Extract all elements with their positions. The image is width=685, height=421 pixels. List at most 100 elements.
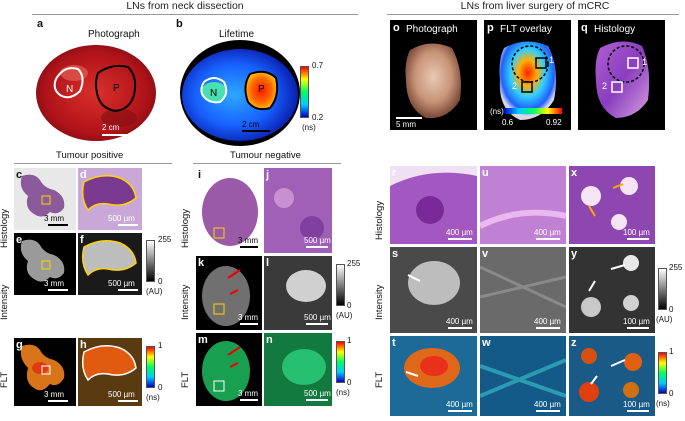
tissue-u [480,166,566,244]
tumour-positive-rule [14,163,172,164]
tissue-x [569,166,655,244]
flt-colorbar-mid [336,341,345,383]
roi-2-label-p: 2 [512,81,518,91]
tissue-l [264,256,332,330]
row-label-intensity-left: Intensity [0,284,10,320]
scalebar-f [118,289,138,291]
scalebar-d-label: 500 µm [108,214,135,223]
panel-letter-l: l [266,257,270,269]
intensity-colorbar-right-min: 0 [669,305,674,314]
roi-1-label-p: 1 [549,55,555,65]
panel-a-photograph: N P 2 cm [34,43,158,142]
panel-b-title: Lifetime [219,29,255,40]
whole-ln-histology [595,41,650,118]
panel-letter-p: p [487,22,494,34]
scalebar-v [536,327,560,329]
scalebar-b [242,130,270,132]
panel-x-histology: x 100 µm [569,166,655,244]
tissue-c [20,174,65,217]
panel-w-flt: w 400 µm [480,336,566,416]
panel-f-intensity: f 500 µm [78,233,142,295]
intensity-colorbar-mid-min: 0 [347,301,352,310]
scalebar-k [240,323,258,325]
row-label-histology-right: Histology [374,200,385,240]
tissue-d [81,175,137,212]
intensity-colorbar-left-unit: (AU) [146,287,163,296]
scalebar-a-label: 2 cm [102,123,120,132]
panel-q-title: Histology [594,24,636,35]
scalebar-u-label: 400 µm [534,228,561,237]
scalebar-o-label: 5 mm [396,120,416,129]
panel-letter-z: z [571,337,577,349]
scalebar-o [396,117,422,119]
flt-colorbar-left-unit: (ns) [146,393,160,402]
flt-overlay-colorbar [504,108,562,114]
roi-2-label-q: 2 [602,81,608,91]
intensity-colorbar-left [146,240,155,282]
flt-colorbar-left [146,346,155,388]
panel-letter-u: u [482,167,489,179]
panel-p-flt-overlay: p FLT overlay 1 2 (ns) 0.6 0.92 [484,20,571,130]
scalebar-n [306,399,328,401]
panel-letter-j: j [266,169,270,181]
panel-e-intensity: e 3 mm [14,233,76,295]
scalebar-j-label: 500 µm [304,236,331,245]
flt-colorbar-mid-min: 0 [347,378,352,387]
flt-colorbar-right [658,352,667,394]
flt-colorbar-left-min: 0 [158,383,163,392]
region-n-label: N [66,84,74,95]
tissue-s [390,247,477,333]
tumour-positive-heading: Tumour positive [56,150,124,161]
scalebar-l-label: 500 µm [304,313,331,322]
tissue-f [81,240,137,277]
flt-colorbar-right-min: 0 [669,389,674,398]
scalebar-x-label: 100 µm [623,228,650,237]
panel-letter-b: b [176,18,183,30]
scalebar-z-label: 100 µm [623,400,650,409]
panel-letter-f: f [80,234,84,246]
scalebar-y [627,327,649,329]
scalebar-t [448,410,472,412]
liver-header-rule [387,14,679,15]
tissue-g [20,344,65,391]
row-label-flt-right: FLT [374,371,385,388]
scalebar-r-label: 400 µm [446,228,473,237]
scalebar-j [306,246,328,248]
neck-dissection-header: LNs from neck dissection [126,0,244,12]
intensity-colorbar-right [658,268,667,310]
tissue-i [202,178,258,246]
panel-d-histology: d 500 µm [78,168,142,230]
scalebar-v-label: 400 µm [534,317,561,326]
scalebar-s [448,327,472,329]
scalebar-i-label: 3 mm [238,236,258,245]
scalebar-x [627,238,649,240]
panel-letter-m: m [198,334,208,346]
tissue-k [202,266,250,326]
panel-v-intensity: v 400 µm [480,247,566,333]
scalebar-c [48,224,68,226]
intensity-colorbar-mid [336,264,345,306]
panel-g-flt: g 3 mm [14,338,76,406]
panel-i-histology: i 3 mm [196,168,262,253]
scalebar-c-label: 3 mm [44,214,64,223]
scalebar-r [448,238,472,240]
scalebar-f-label: 500 µm [108,279,135,288]
tissue-z [569,336,655,416]
roi-1-label-q: 1 [642,57,648,67]
flt-colorbar-right-unit: (ns) [656,399,670,408]
panel-letter-x: x [571,167,578,179]
row-label-histology-left: Histology [0,208,10,248]
tissue-e [20,239,65,282]
scalebar-t-label: 400 µm [446,400,473,409]
panel-letter-c: c [16,169,23,181]
tissue-w [480,336,566,416]
scalebar-m [240,399,258,401]
tissue-j [264,168,332,253]
scalebar-i [240,246,258,248]
panel-s-intensity: s 400 µm [390,247,477,333]
panel-letter-d: d [80,169,87,181]
row-label-intensity-right: Intensity [374,284,385,320]
panel-c-histology: c 3 mm [14,168,76,230]
panel-j-histology: j 500 µm [264,168,332,253]
panel-letter-w: w [482,337,491,349]
